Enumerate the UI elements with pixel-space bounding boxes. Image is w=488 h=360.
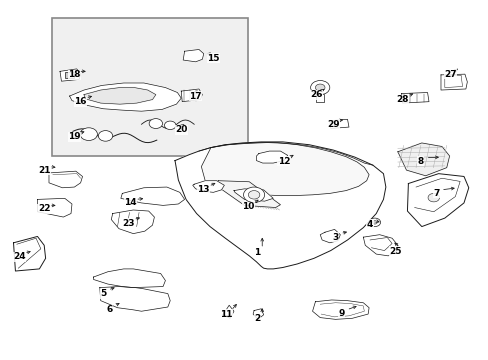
Polygon shape [312,300,368,319]
Text: 10: 10 [242,202,254,211]
Text: 8: 8 [417,157,423,166]
Polygon shape [213,181,280,207]
Text: 26: 26 [309,90,322,99]
Circle shape [427,193,439,202]
Text: 4: 4 [366,220,372,229]
Polygon shape [253,309,263,319]
Polygon shape [69,83,181,111]
Text: 2: 2 [254,314,260,323]
Polygon shape [183,49,203,62]
Text: 23: 23 [122,219,135,228]
Text: 5: 5 [100,289,106,298]
Text: 6: 6 [106,305,112,314]
Text: 16: 16 [74,97,87,106]
Text: 21: 21 [38,166,50,175]
Polygon shape [201,143,368,195]
Polygon shape [84,87,156,104]
Polygon shape [93,269,165,288]
Text: 12: 12 [277,157,289,166]
Polygon shape [60,69,81,81]
Polygon shape [397,143,448,176]
Circle shape [98,131,112,141]
Circle shape [248,190,259,199]
Circle shape [315,84,325,91]
Polygon shape [407,174,468,226]
Text: 18: 18 [68,70,81,79]
Circle shape [310,81,329,95]
Polygon shape [49,171,82,188]
Text: 28: 28 [396,95,408,104]
Text: 20: 20 [175,125,187,134]
Text: 7: 7 [432,189,439,198]
Polygon shape [121,187,184,206]
Circle shape [164,121,176,130]
Polygon shape [316,94,324,102]
Polygon shape [401,93,428,103]
Polygon shape [181,89,202,102]
Polygon shape [192,181,224,192]
Circle shape [243,187,264,203]
Polygon shape [329,119,348,129]
Text: 14: 14 [124,198,137,207]
Circle shape [368,218,380,226]
Polygon shape [111,210,154,234]
Circle shape [80,128,97,140]
Polygon shape [440,74,467,90]
Polygon shape [363,235,397,256]
Polygon shape [100,287,170,311]
Polygon shape [233,189,273,201]
Text: 1: 1 [254,248,260,257]
Circle shape [149,118,162,129]
Text: 22: 22 [38,204,50,213]
Text: 11: 11 [220,310,232,319]
Polygon shape [223,305,233,318]
Text: 19: 19 [68,132,81,141]
Polygon shape [14,237,45,271]
Text: 15: 15 [207,54,219,63]
Text: 25: 25 [388,247,401,256]
Text: 13: 13 [197,185,209,194]
Polygon shape [320,229,340,243]
Text: 3: 3 [332,233,338,242]
Polygon shape [175,142,385,269]
Text: 9: 9 [338,309,344,318]
Bar [52,18,248,156]
Bar [64,72,74,78]
Text: 29: 29 [326,120,339,129]
Polygon shape [38,198,72,217]
Polygon shape [256,151,287,163]
Text: 27: 27 [443,70,456,79]
Text: 24: 24 [13,252,25,261]
Text: 17: 17 [189,91,202,100]
Circle shape [372,221,376,224]
